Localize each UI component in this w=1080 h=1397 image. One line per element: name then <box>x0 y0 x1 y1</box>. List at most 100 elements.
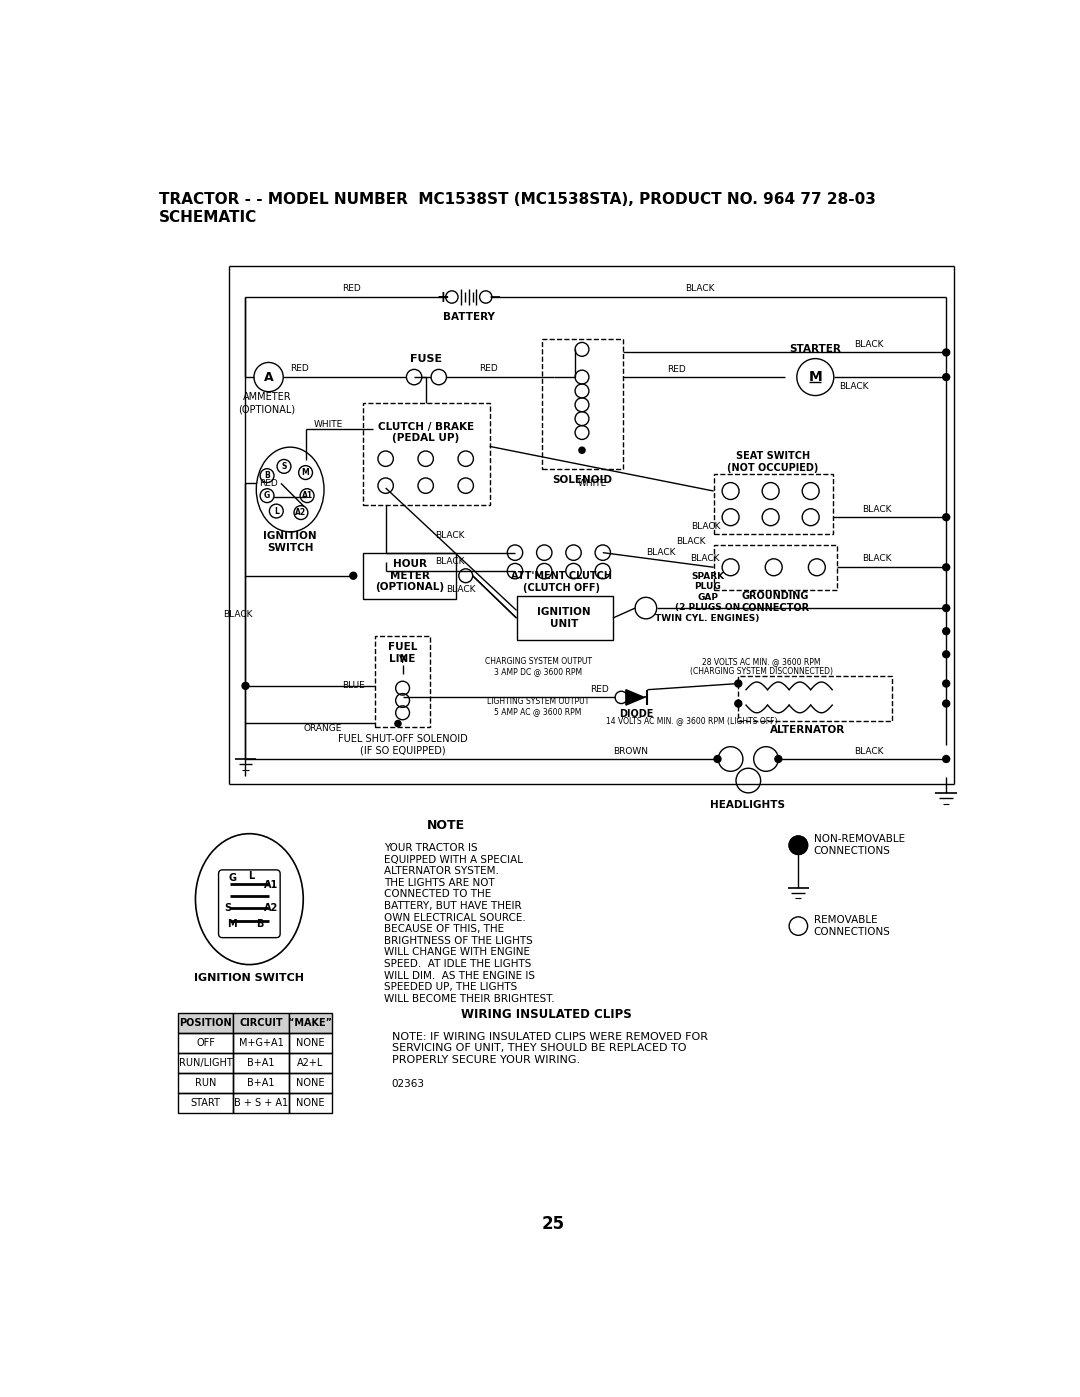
Bar <box>233 1073 288 1094</box>
Text: IGNITION
UNIT: IGNITION UNIT <box>538 608 591 629</box>
Text: BLACK: BLACK <box>676 538 705 546</box>
Text: FUSE: FUSE <box>410 355 443 365</box>
Bar <box>363 404 489 504</box>
Text: BLACK: BLACK <box>691 522 720 531</box>
Text: A1: A1 <box>301 492 313 500</box>
Text: S: S <box>225 904 231 914</box>
Text: RED: RED <box>591 685 609 694</box>
Circle shape <box>943 627 949 634</box>
Text: FUEL SHUT-OFF SOLENOID
(IF SO EQUIPPED): FUEL SHUT-OFF SOLENOID (IF SO EQUIPPED) <box>338 735 468 756</box>
Text: TRACTOR - - MODEL NUMBER  MC1538ST (MC1538STA), PRODUCT NO. 964 77 28-03: TRACTOR - - MODEL NUMBER MC1538ST (MC153… <box>159 193 876 208</box>
Text: ALTERNATOR: ALTERNATOR <box>770 725 846 735</box>
Text: CLUTCH / BRAKE
(PEDAL UP): CLUTCH / BRAKE (PEDAL UP) <box>378 422 474 443</box>
Text: RUN: RUN <box>194 1078 216 1088</box>
Text: S: S <box>281 462 286 471</box>
Bar <box>375 636 430 726</box>
Bar <box>739 676 892 721</box>
Text: RED: RED <box>667 365 686 374</box>
Text: BLACK: BLACK <box>647 548 676 557</box>
Circle shape <box>714 756 721 763</box>
Bar <box>288 1073 332 1094</box>
Text: BLACK: BLACK <box>685 284 715 293</box>
Text: RED: RED <box>259 479 279 488</box>
Circle shape <box>943 651 949 658</box>
Circle shape <box>789 835 808 855</box>
Circle shape <box>774 756 782 763</box>
Text: BATTERY: BATTERY <box>443 312 495 323</box>
Text: 14 VOLTS AC MIN. @ 3600 RPM (LIGHTS OFF): 14 VOLTS AC MIN. @ 3600 RPM (LIGHTS OFF) <box>606 717 778 725</box>
Text: 02363: 02363 <box>392 1078 424 1088</box>
Text: BLACK: BLACK <box>854 747 883 756</box>
Text: BLACK: BLACK <box>862 555 892 563</box>
Bar <box>288 1013 332 1034</box>
Text: A: A <box>264 370 273 384</box>
Circle shape <box>943 514 949 521</box>
Text: 25: 25 <box>542 1215 565 1234</box>
Text: +: + <box>436 289 449 305</box>
Bar <box>542 338 623 469</box>
Text: WIRING INSULATED CLIPS: WIRING INSULATED CLIPS <box>461 1009 632 1021</box>
Text: 28 VOLTS AC MIN. @ 3600 RPM
(CHARGING SYSTEM DISCONNECTED): 28 VOLTS AC MIN. @ 3600 RPM (CHARGING SY… <box>690 657 833 676</box>
Text: GROUNDING
CONNECTOR: GROUNDING CONNECTOR <box>741 591 809 613</box>
Circle shape <box>943 756 949 763</box>
Text: HEADLIGHTS: HEADLIGHTS <box>710 800 785 810</box>
Bar <box>233 1034 288 1053</box>
Text: LIGHTING SYSTEM OUTPUT
5 AMP AC @ 3600 RPM: LIGHTING SYSTEM OUTPUT 5 AMP AC @ 3600 R… <box>487 697 590 717</box>
Text: HOUR
METER
(OPTIONAL): HOUR METER (OPTIONAL) <box>375 559 444 592</box>
Text: BLACK: BLACK <box>854 341 883 349</box>
Text: BLACK: BLACK <box>862 506 892 514</box>
Circle shape <box>943 680 949 687</box>
Bar <box>288 1034 332 1053</box>
Text: YOUR TRACTOR IS
EQUIPPED WITH A SPECIAL
ALTERNATOR SYSTEM.
THE LIGHTS ARE NOT
CO: YOUR TRACTOR IS EQUIPPED WITH A SPECIAL … <box>384 842 555 1003</box>
Text: BLACK: BLACK <box>839 381 868 391</box>
Bar <box>288 1094 332 1113</box>
Text: SPARK
PLUG
GAP
(2 PLUGS ON
TWIN CYL. ENGINES): SPARK PLUG GAP (2 PLUGS ON TWIN CYL. ENG… <box>656 571 759 623</box>
Text: B+A1: B+A1 <box>247 1058 274 1069</box>
Text: NONE: NONE <box>296 1078 324 1088</box>
Text: WHITE: WHITE <box>314 419 343 429</box>
Text: BLACK: BLACK <box>446 585 476 594</box>
Bar <box>178 1034 233 1053</box>
Text: M: M <box>809 370 822 384</box>
Bar <box>178 1013 233 1034</box>
Text: RUN/LIGHT: RUN/LIGHT <box>178 1058 232 1069</box>
Text: CHARGING SYSTEM OUTPUT
3 AMP DC @ 3600 RPM: CHARGING SYSTEM OUTPUT 3 AMP DC @ 3600 R… <box>485 657 592 676</box>
Text: G: G <box>228 873 237 883</box>
Circle shape <box>943 349 949 356</box>
Circle shape <box>943 564 949 571</box>
Bar <box>233 1013 288 1034</box>
Text: STARTER: STARTER <box>789 344 841 355</box>
Text: A2: A2 <box>264 904 278 914</box>
Text: NONE: NONE <box>296 1038 324 1048</box>
Bar <box>233 1094 288 1113</box>
Bar <box>178 1053 233 1073</box>
Text: G: G <box>264 492 270 500</box>
Circle shape <box>943 373 949 380</box>
Text: A2+L: A2+L <box>297 1058 323 1069</box>
Circle shape <box>734 700 742 707</box>
Text: BLACK: BLACK <box>435 531 464 541</box>
Circle shape <box>242 682 249 689</box>
Text: WHITE: WHITE <box>578 479 607 488</box>
Text: SCHEMATIC: SCHEMATIC <box>159 210 257 225</box>
Circle shape <box>395 721 401 726</box>
Text: CIRCUIT: CIRCUIT <box>239 1018 283 1028</box>
Text: B + S + A1: B + S + A1 <box>234 1098 288 1108</box>
Text: A2: A2 <box>295 509 307 517</box>
Text: BLACK: BLACK <box>435 557 464 566</box>
Text: BLACK: BLACK <box>690 555 719 563</box>
Text: NON-REMOVABLE
CONNECTIONS: NON-REMOVABLE CONNECTIONS <box>813 834 905 856</box>
Bar <box>178 1073 233 1094</box>
Text: START: START <box>190 1098 220 1108</box>
Circle shape <box>579 447 585 453</box>
Text: RED: RED <box>342 284 361 293</box>
Text: POSITION: POSITION <box>179 1018 232 1028</box>
Text: −: − <box>488 289 501 305</box>
Bar <box>714 545 837 590</box>
Bar <box>516 595 612 640</box>
Text: NONE: NONE <box>296 1098 324 1108</box>
Text: AMMETER
(OPTIONAL): AMMETER (OPTIONAL) <box>239 393 296 414</box>
Text: SOLENOID: SOLENOID <box>552 475 612 485</box>
Text: RED: RED <box>291 365 309 373</box>
Text: NOTE: NOTE <box>427 820 464 833</box>
